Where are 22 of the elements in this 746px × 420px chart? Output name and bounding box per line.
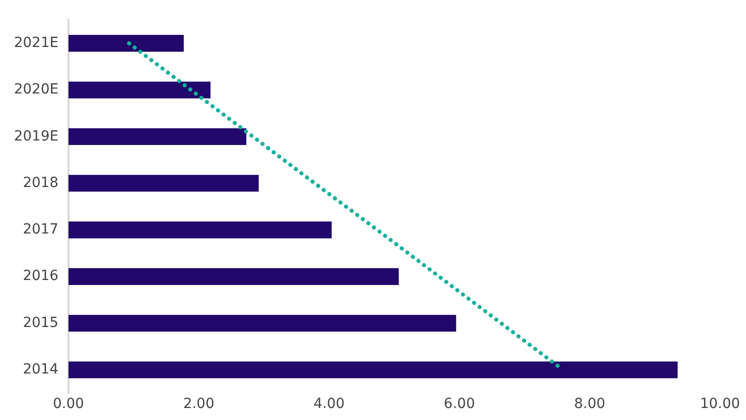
- y-tick-label: 2018: [22, 174, 58, 191]
- y-tick-label: 2021E: [14, 34, 58, 51]
- bar: [68, 268, 399, 285]
- x-tick-label: 0.00: [52, 396, 84, 412]
- bar: [68, 128, 246, 146]
- bar: [68, 222, 332, 238]
- y-tick-label: 2015: [22, 314, 58, 331]
- y-tick-label: 2020E: [14, 82, 58, 98]
- x-tick-label: 8.00: [574, 396, 606, 412]
- x-tick-label: 10.00: [700, 396, 740, 412]
- y-tick-label: 2014: [22, 362, 59, 378]
- x-tick-label: 4.00: [314, 396, 345, 412]
- bar: [68, 82, 211, 98]
- y-tick-label: 2016: [22, 268, 59, 284]
- bar: [68, 314, 456, 332]
- y-tick-label: 2017: [22, 222, 58, 238]
- x-tick-label: 6.00: [444, 396, 475, 412]
- bar: [68, 174, 259, 192]
- x-tick-label: 2.00: [183, 396, 214, 412]
- bar: [68, 361, 678, 378]
- bar: [68, 34, 184, 52]
- y-tick-label: 2019E: [14, 128, 58, 144]
